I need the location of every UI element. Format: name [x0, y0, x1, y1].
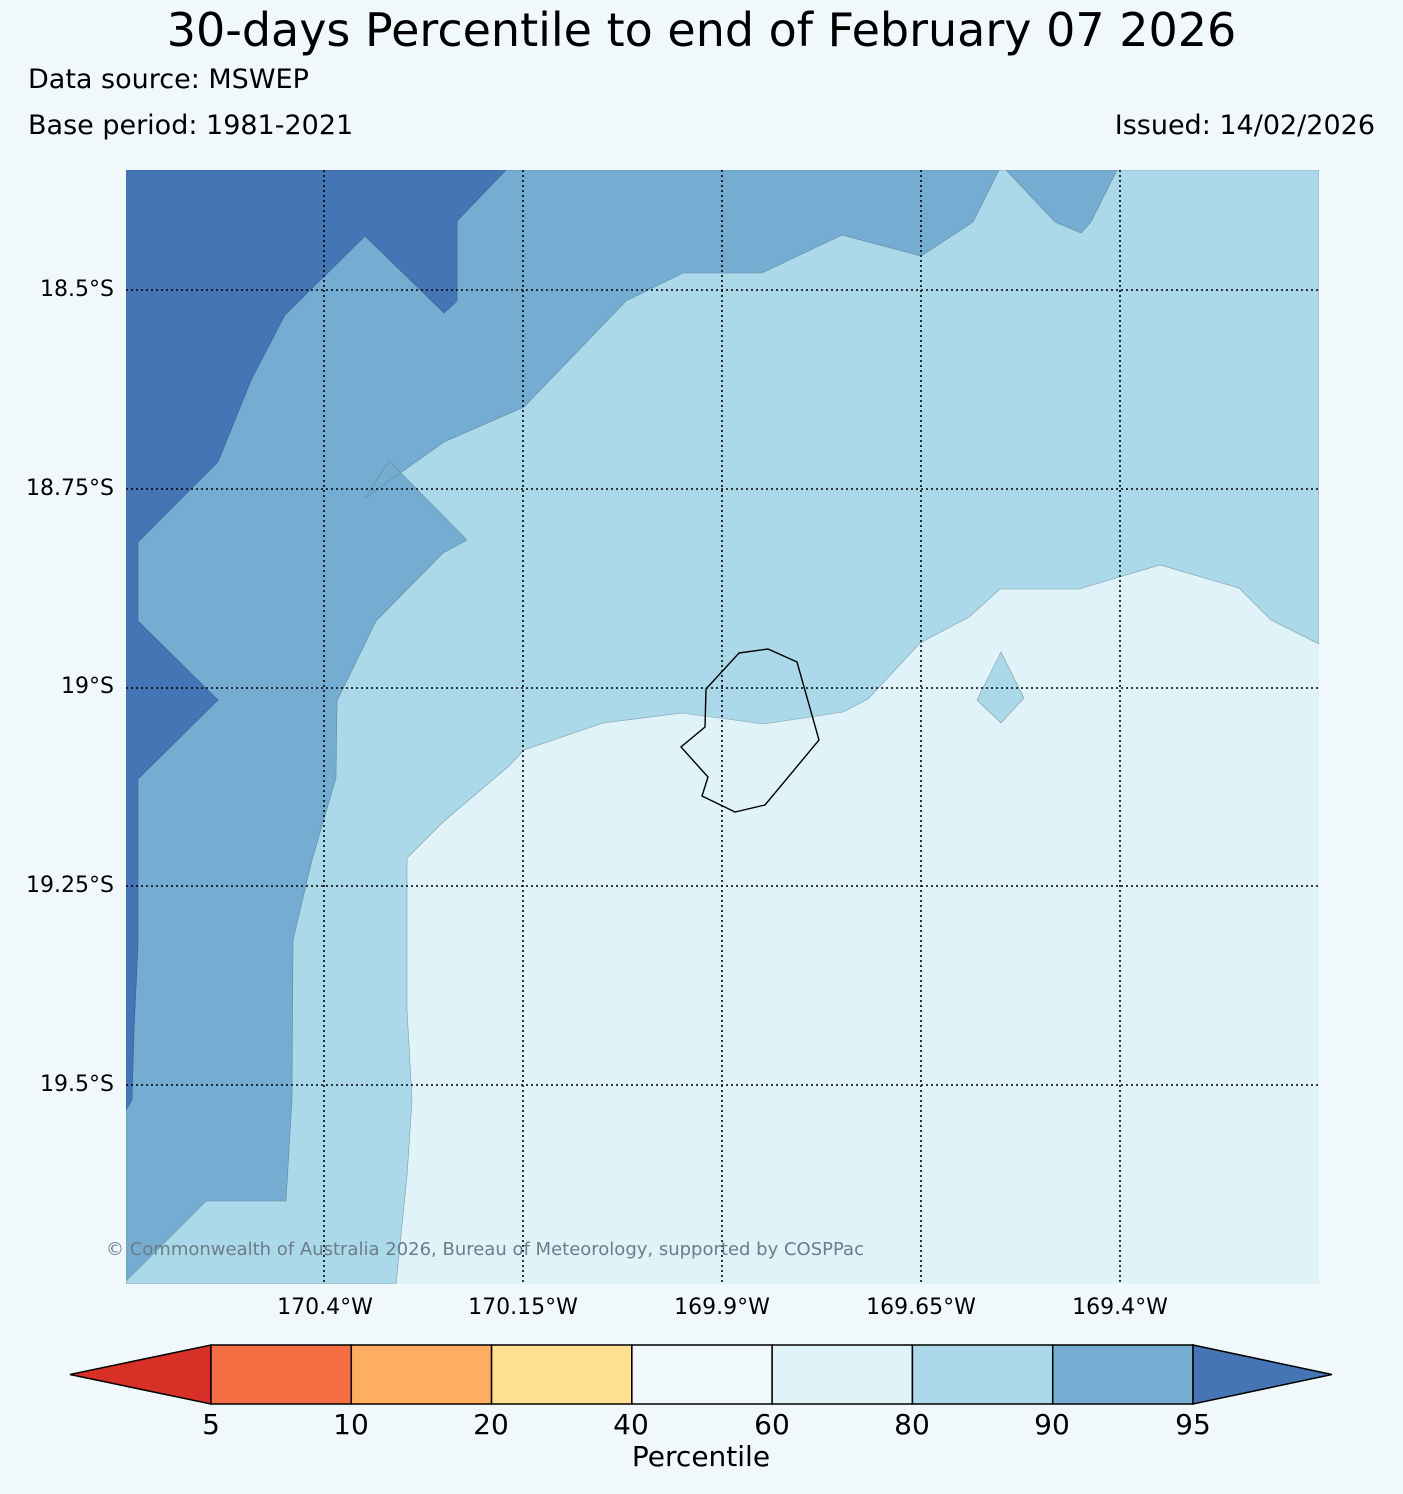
colorbar-tick-label: 60 [754, 1408, 790, 1441]
base-period-text: Base period: 1981-2021 [28, 110, 354, 141]
colorbar-segment [490, 1344, 633, 1405]
percentile-map [126, 170, 1319, 1284]
data-source-text: Data source: MSWEP [28, 64, 309, 95]
colorbar-segment [350, 1344, 493, 1405]
gridlines [126, 170, 1319, 1284]
lon-label: 170.15°W [468, 1295, 578, 1320]
region-p90-95-bump [1005, 170, 1118, 234]
colorbar-title: Percentile [631, 1440, 771, 1473]
region-p80-90-patch [976, 651, 1025, 724]
lat-label: 19°S [61, 674, 114, 699]
lat-label: 19.5°S [40, 1072, 114, 1097]
issued-date-text: Issued: 14/02/2026 [1114, 110, 1375, 141]
colorbar [69, 1344, 1333, 1405]
colorbar-tick-label: 95 [1175, 1408, 1211, 1441]
chart-title: 30-days Percentile to end of February 07… [166, 3, 1237, 57]
lon-label: 169.65°W [866, 1295, 976, 1320]
lon-label: 169.9°W [674, 1295, 770, 1320]
lat-label: 19.25°S [26, 873, 114, 898]
colorbar-tick-label: 20 [473, 1408, 509, 1441]
lon-label: 169.4°W [1072, 1295, 1168, 1320]
colorbar-tick-label: 40 [613, 1408, 649, 1441]
copyright-text: © Commonwealth of Australia 2026, Bureau… [106, 1239, 864, 1260]
colorbar-extend-high [1192, 1344, 1333, 1405]
lat-label: 18.5°S [40, 277, 114, 302]
colorbar-tick-label: 80 [894, 1408, 930, 1441]
colorbar-tick-label: 10 [333, 1408, 369, 1441]
colorbar-segment [631, 1344, 773, 1405]
colorbar-segment [1051, 1344, 1194, 1405]
colorbar-segment [771, 1344, 914, 1405]
colorbar-extend-low [69, 1344, 212, 1405]
colorbar-segment [911, 1344, 1054, 1405]
island-outline [679, 648, 820, 813]
colorbar-tick-label: 5 [202, 1408, 220, 1441]
region-p90-95 [126, 170, 1000, 1282]
lon-label: 170.4°W [277, 1295, 373, 1320]
lat-label: 18.75°S [26, 476, 114, 501]
region-above-95 [126, 170, 507, 1111]
colorbar-segment [210, 1344, 353, 1405]
colorbar-tick-label: 90 [1034, 1408, 1070, 1441]
